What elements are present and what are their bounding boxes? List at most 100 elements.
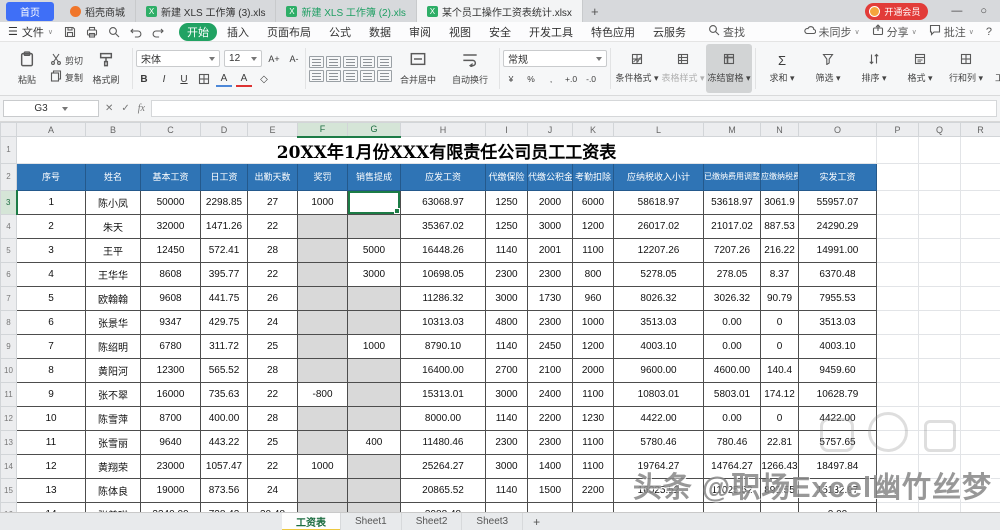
help-button[interactable]: ? [985, 25, 992, 38]
cell[interactable]: 9 [16, 381, 86, 407]
cell[interactable]: 8026.32 [613, 285, 704, 311]
empty-cell[interactable] [918, 237, 961, 263]
column-header-R[interactable]: R [960, 122, 1000, 137]
cell[interactable]: 5 [16, 285, 86, 311]
cell[interactable]: 4 [16, 261, 86, 287]
cell[interactable]: 11025.52 [703, 477, 761, 503]
cell[interactable]: 1140 [485, 405, 528, 431]
row-header[interactable]: 1 [0, 136, 17, 164]
cell[interactable]: 9600.00 [613, 357, 704, 383]
align-button[interactable] [343, 69, 359, 82]
empty-cell[interactable] [876, 189, 919, 215]
menu-tab-特色应用[interactable]: 特色应用 [591, 26, 635, 39]
confirm-entry-icon[interactable]: ✓ [121, 103, 130, 114]
格式-button[interactable]: 格式 ▾ [897, 44, 943, 93]
cell[interactable]: 572.41 [200, 237, 248, 263]
cell[interactable]: 887.53 [760, 213, 799, 239]
empty-cell[interactable] [960, 162, 1000, 191]
cell[interactable]: 14 [16, 501, 86, 512]
sheet-tab-工资表[interactable]: 工资表 [282, 512, 341, 530]
cell[interactable] [347, 405, 401, 431]
cell[interactable]: 6780 [140, 333, 201, 359]
add-sheet-button[interactable]: + [533, 514, 541, 529]
font-color-button[interactable]: A [236, 71, 253, 87]
empty-cell[interactable] [918, 357, 961, 383]
row-header[interactable]: 13 [0, 429, 17, 455]
cell[interactable]: 13 [16, 477, 86, 503]
cell[interactable]: 1140 [485, 333, 528, 359]
cell[interactable]: 15132.97 [798, 477, 877, 503]
cell[interactable] [297, 261, 348, 287]
cell[interactable] [347, 285, 401, 311]
cell[interactable]: 25 [247, 429, 298, 455]
cell[interactable]: 5757.65 [798, 429, 877, 455]
cell[interactable]: 16448.26 [400, 237, 486, 263]
cell[interactable]: 1500 [527, 477, 573, 503]
cell[interactable]: 8.37 [760, 261, 799, 287]
empty-cell[interactable] [918, 309, 961, 335]
empty-cell[interactable] [876, 285, 919, 311]
align-button[interactable] [326, 69, 342, 82]
cell[interactable]: 25 [247, 333, 298, 359]
row-header[interactable]: 5 [0, 237, 17, 263]
column-header-Q[interactable]: Q [918, 122, 961, 137]
cell[interactable]: 53618.97 [703, 189, 761, 215]
column-header-I[interactable]: I [485, 122, 528, 137]
cell[interactable]: 174.12 [760, 381, 799, 407]
column-header-K[interactable]: K [572, 122, 614, 137]
empty-cell[interactable] [918, 189, 961, 215]
row-header[interactable]: 3 [0, 189, 18, 215]
cell[interactable]: 278.05 [703, 261, 761, 287]
save-button[interactable] [63, 25, 77, 39]
fill-color-button[interactable]: A [216, 71, 233, 87]
cell[interactable]: 5803.01 [703, 381, 761, 407]
cell[interactable]: 28 [247, 357, 298, 383]
cell[interactable]: 1100 [572, 381, 614, 407]
cell[interactable]: 22.81 [760, 429, 799, 455]
copy-button[interactable]: 复制 [50, 70, 83, 84]
cell[interactable] [347, 477, 401, 503]
align-button[interactable] [360, 55, 376, 68]
cell[interactable]: 8608 [140, 261, 201, 287]
cell[interactable]: 3061.9 [760, 189, 799, 215]
cell[interactable]: 26017.02 [613, 213, 704, 239]
cell[interactable]: 3 [16, 237, 86, 263]
cell[interactable]: 10803.01 [613, 381, 704, 407]
cell[interactable]: 55957.07 [798, 189, 877, 215]
empty-cell[interactable] [876, 261, 919, 287]
row-header[interactable]: 11 [0, 381, 17, 407]
empty-cell[interactable] [960, 136, 1000, 164]
cell[interactable]: 2000 [572, 357, 614, 383]
cell[interactable]: 2000 [527, 189, 573, 215]
column-header-O[interactable]: O [798, 122, 877, 137]
排序-button[interactable]: 排序 ▾ [851, 44, 897, 93]
cell[interactable]: 4800 [485, 309, 528, 335]
menu-tab-视图[interactable]: 视图 [449, 26, 471, 39]
cell[interactable]: 19764.27 [613, 453, 704, 479]
empty-cell[interactable] [918, 381, 961, 407]
cell[interactable]: 1400 [527, 453, 573, 479]
cell[interactable]: 14764.27 [703, 453, 761, 479]
column-header-D[interactable]: D [200, 122, 248, 137]
cell[interactable]: 2300 [527, 261, 573, 287]
cell[interactable]: 35367.02 [400, 213, 486, 239]
bold-button[interactable]: B [140, 73, 148, 85]
empty-cell[interactable] [960, 333, 1000, 359]
empty-cell[interactable] [876, 213, 919, 239]
menu-tab-开始[interactable]: 开始 [179, 22, 217, 41]
筛选-button[interactable]: 筛选 ▾ [805, 44, 851, 93]
cell[interactable] [297, 309, 348, 335]
cell[interactable]: 张不翠 [85, 381, 141, 407]
column-header-L[interactable]: L [613, 122, 704, 137]
cell[interactable]: 8000.00 [400, 405, 486, 431]
cell[interactable]: 26 [247, 285, 298, 311]
cell[interactable]: 23000 [140, 453, 201, 479]
cell[interactable]: 10 [16, 405, 86, 431]
row-header[interactable]: 16 [0, 501, 17, 512]
cell[interactable]: 429.75 [200, 309, 248, 335]
cell[interactable]: 1140 [485, 237, 528, 263]
cell[interactable]: 21017.02 [703, 213, 761, 239]
cell[interactable]: 24290.29 [798, 213, 877, 239]
cell[interactable]: 216.22 [760, 237, 799, 263]
home-button[interactable]: 首页 [6, 1, 54, 21]
